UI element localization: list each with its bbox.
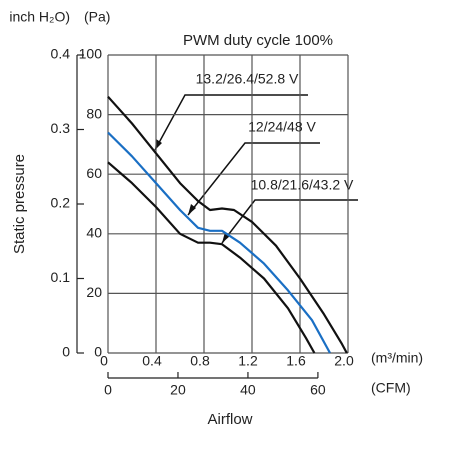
y2-tick-label: 0 bbox=[62, 344, 70, 360]
x2-tick-label: 60 bbox=[310, 382, 326, 398]
series-label: 12/24/48 V bbox=[248, 119, 316, 135]
chart-title: PWM duty cycle 100% bbox=[183, 32, 333, 49]
x-unit: (m³/min) bbox=[371, 350, 423, 366]
x2-tick-label: 40 bbox=[240, 382, 256, 398]
curve bbox=[107, 95, 348, 354]
y-tick-label: 80 bbox=[86, 105, 102, 121]
x2-tick-label: 20 bbox=[170, 382, 186, 398]
y-tick-label: 60 bbox=[86, 165, 102, 181]
y2-tick-label: 0.1 bbox=[51, 269, 71, 285]
x-label: Airflow bbox=[207, 411, 252, 428]
curve bbox=[107, 131, 331, 354]
x-tick-label: 2.0 bbox=[334, 353, 354, 369]
x-tick-label: 0.4 bbox=[142, 353, 162, 369]
x-tick-label: 0 bbox=[100, 353, 108, 369]
x-tick-label: 0.8 bbox=[190, 353, 210, 369]
y-tick-label: 100 bbox=[79, 46, 103, 62]
series-label: 10.8/21.6/43.2 V bbox=[251, 177, 354, 193]
y-tick-label: 20 bbox=[86, 284, 102, 300]
series-label: 13.2/26.4/52.8 V bbox=[196, 71, 299, 87]
x2-unit: (CFM) bbox=[371, 380, 411, 396]
curve bbox=[107, 161, 316, 354]
y2-unit: inch H₂O) bbox=[9, 9, 70, 25]
y2-tick-label: 0.2 bbox=[51, 195, 71, 211]
y-tick-label: 0 bbox=[94, 344, 102, 360]
y-label: Static pressure bbox=[11, 154, 28, 254]
x-tick-label: 1.2 bbox=[238, 353, 258, 369]
annotation-arrows bbox=[154, 94, 358, 244]
y2-tick-label: 0.3 bbox=[51, 120, 71, 136]
y2-tick-label: 0.4 bbox=[51, 46, 71, 62]
x2-tick-label: 0 bbox=[104, 382, 112, 398]
y-unit: (Pa) bbox=[84, 9, 110, 25]
y-tick-label: 40 bbox=[86, 225, 102, 241]
x-tick-label: 1.6 bbox=[286, 353, 306, 369]
